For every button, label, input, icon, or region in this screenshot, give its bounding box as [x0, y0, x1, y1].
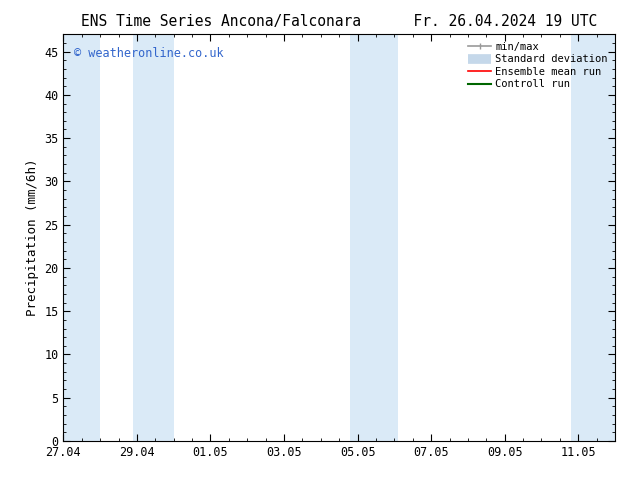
Text: © weatheronline.co.uk: © weatheronline.co.uk: [74, 47, 224, 59]
Bar: [133, 34, 174, 441]
Title: ENS Time Series Ancona/Falconara      Fr. 26.04.2024 19 UTC: ENS Time Series Ancona/Falconara Fr. 26.…: [81, 14, 597, 29]
Bar: [571, 34, 619, 441]
Bar: [350, 34, 398, 441]
Y-axis label: Precipitation (mm/6h): Precipitation (mm/6h): [26, 159, 39, 317]
Bar: [60, 34, 100, 441]
Legend: min/max, Standard deviation, Ensemble mean run, Controll run: min/max, Standard deviation, Ensemble me…: [466, 40, 610, 92]
